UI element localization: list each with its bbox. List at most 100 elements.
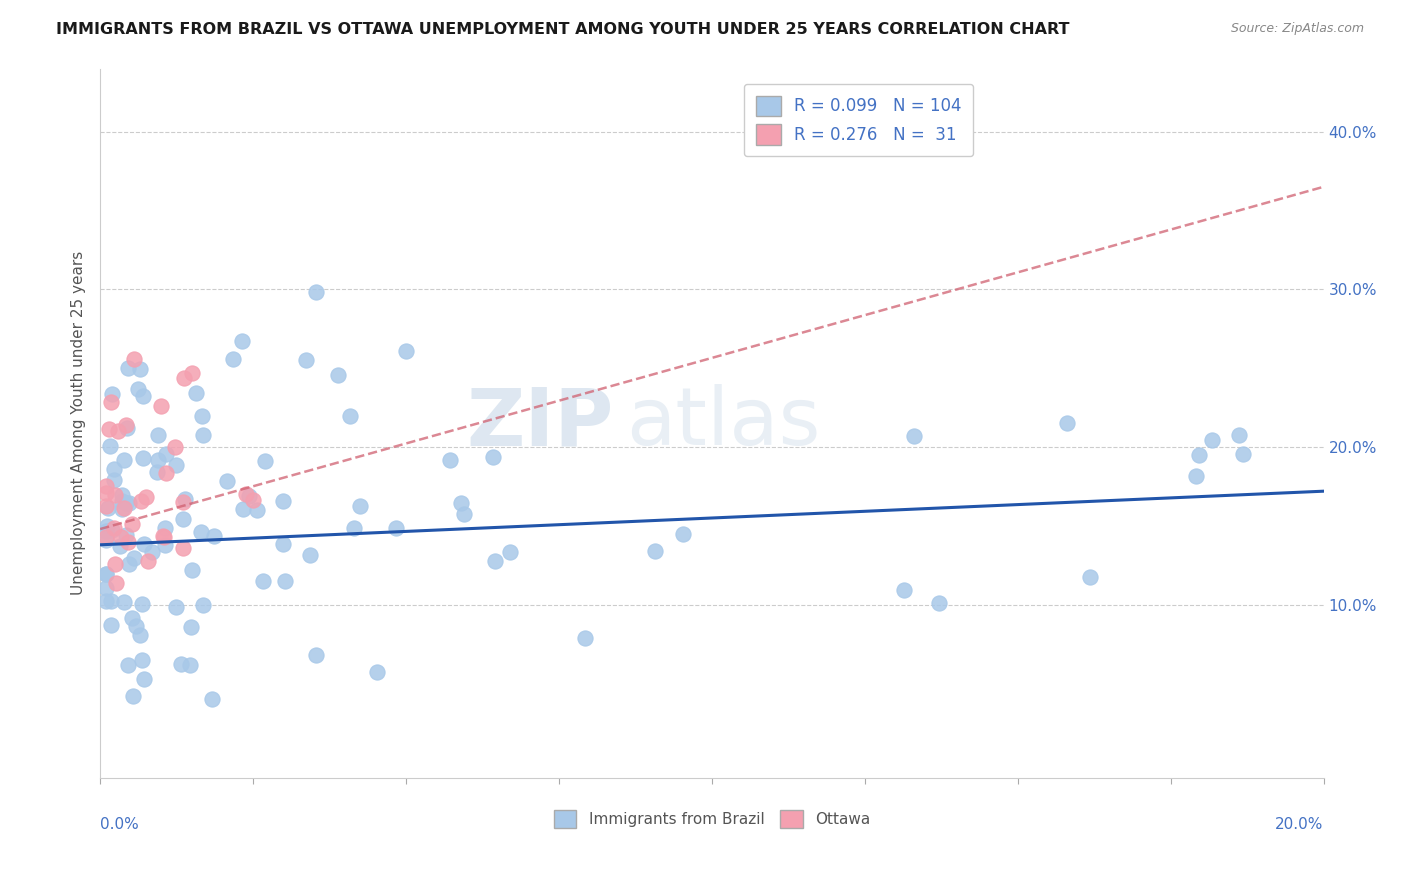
Point	[928, 597, 950, 611]
Point	[103, 473, 125, 487]
Point	[136, 554, 159, 568]
Point	[152, 529, 174, 543]
Point	[235, 487, 257, 501]
Point	[672, 527, 695, 541]
Point	[1232, 447, 1254, 461]
Point	[111, 488, 134, 502]
Point	[450, 496, 472, 510]
Point	[121, 611, 143, 625]
Point	[111, 494, 134, 508]
Point	[498, 544, 520, 558]
Point	[96, 519, 118, 533]
Point	[165, 600, 187, 615]
Point	[271, 494, 294, 508]
Point	[1056, 416, 1078, 430]
Point	[155, 538, 177, 552]
Point	[172, 541, 194, 556]
Point	[439, 453, 461, 467]
Point	[155, 447, 177, 461]
Text: IMMIGRANTS FROM BRAZIL VS OTTAWA UNEMPLOYMENT AMONG YOUTH UNDER 25 YEARS CORRELA: IMMIGRANTS FROM BRAZIL VS OTTAWA UNEMPLO…	[56, 22, 1070, 37]
Point	[304, 285, 326, 300]
Point	[117, 420, 139, 434]
Point	[343, 521, 366, 535]
Point	[384, 521, 406, 535]
Point	[134, 537, 156, 551]
Point	[146, 428, 169, 442]
Point	[107, 425, 129, 439]
Point	[295, 352, 318, 367]
Point	[1188, 448, 1211, 462]
Text: Source: ZipAtlas.com: Source: ZipAtlas.com	[1230, 22, 1364, 36]
Point	[111, 502, 134, 516]
Point	[191, 428, 214, 442]
Text: ZIP: ZIP	[467, 384, 614, 462]
Point	[231, 334, 253, 348]
Point	[246, 503, 269, 517]
Point	[115, 528, 138, 542]
Point	[97, 500, 120, 515]
Point	[238, 489, 260, 503]
Point	[298, 548, 321, 562]
Point	[132, 389, 155, 403]
Text: 20.0%: 20.0%	[1275, 817, 1323, 832]
Point	[129, 628, 152, 642]
Point	[254, 454, 277, 468]
Point	[117, 361, 139, 376]
Point	[155, 521, 177, 535]
Point	[1185, 468, 1208, 483]
Legend: Immigrants from Brazil, Ottawa: Immigrants from Brazil, Ottawa	[547, 804, 876, 834]
Point	[104, 488, 127, 502]
Point	[122, 551, 145, 566]
Point	[173, 370, 195, 384]
Point	[96, 499, 118, 513]
Point	[190, 524, 212, 539]
Point	[121, 517, 143, 532]
Point	[202, 529, 225, 543]
Point	[146, 466, 169, 480]
Point	[134, 672, 156, 686]
Point	[173, 492, 195, 507]
Point	[100, 594, 122, 608]
Point	[117, 657, 139, 672]
Point	[172, 495, 194, 509]
Point	[96, 582, 118, 596]
Point	[366, 665, 388, 679]
Point	[96, 593, 118, 607]
Point	[1201, 433, 1223, 447]
Point	[453, 507, 475, 521]
Point	[100, 386, 122, 401]
Point	[122, 689, 145, 703]
Point	[305, 648, 328, 662]
Point	[191, 409, 214, 423]
Point	[274, 574, 297, 588]
Point	[339, 409, 361, 423]
Point	[349, 499, 371, 513]
Point	[96, 533, 118, 548]
Point	[100, 617, 122, 632]
Point	[127, 383, 149, 397]
Point	[893, 582, 915, 597]
Point	[903, 429, 925, 443]
Text: atlas: atlas	[626, 384, 821, 462]
Point	[326, 368, 349, 382]
Point	[96, 530, 118, 544]
Point	[271, 537, 294, 551]
Point	[153, 530, 176, 544]
Point	[96, 524, 118, 539]
Point	[118, 496, 141, 510]
Point	[96, 486, 118, 500]
Point	[252, 574, 274, 588]
Point	[191, 598, 214, 612]
Point	[184, 385, 207, 400]
Point	[170, 657, 193, 672]
Point	[104, 557, 127, 571]
Point	[110, 530, 132, 544]
Point	[103, 462, 125, 476]
Point	[217, 474, 239, 488]
Y-axis label: Unemployment Among Youth under 25 years: Unemployment Among Youth under 25 years	[72, 252, 86, 596]
Text: 0.0%: 0.0%	[100, 817, 139, 832]
Point	[115, 418, 138, 433]
Point	[165, 440, 187, 454]
Point	[122, 352, 145, 367]
Point	[232, 501, 254, 516]
